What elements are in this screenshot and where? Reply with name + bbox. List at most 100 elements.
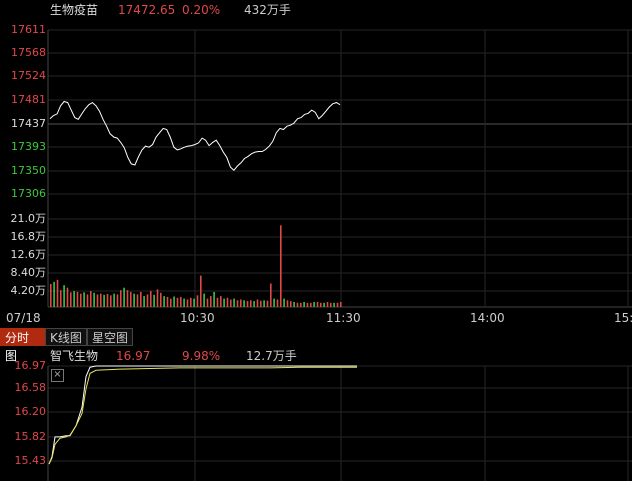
volume-bar [190,297,192,307]
volume-bar [233,298,235,307]
volume-bar [123,287,125,307]
volume-bar [73,291,75,307]
volume-bar [96,294,99,307]
volume-bar [56,279,59,307]
volume-bar [186,299,189,307]
volume-bar [136,294,139,307]
volume-bar [216,297,219,307]
volume-bar [323,302,325,307]
volume-bar [213,291,215,307]
series-line [48,365,357,465]
price-tick-label: 17481 [11,93,46,106]
price-tick-label: 17350 [11,164,46,177]
chart1-change-pct: 0.20% [182,3,221,17]
tab-starmap[interactable]: 星空图 [87,328,133,346]
volume-bar [90,291,92,307]
volume-bar [260,300,262,307]
volume-bar [200,275,202,307]
close-icon[interactable]: × [51,369,64,382]
volume-bar [93,292,95,307]
volume-bar [270,283,272,307]
volume-bar [66,287,69,307]
volume-bar [173,296,175,307]
volume-bar [80,293,82,307]
volume-bar [286,300,289,307]
volume-tick-label: 4.20万 [10,284,47,297]
volume-bar [196,295,199,307]
price-tick-label: 17393 [11,140,46,153]
volume-bar [120,290,122,307]
series-line [48,366,357,465]
volume-bar [53,281,55,307]
volume-bar [246,301,249,307]
time-tick-label: 14:00 [470,311,505,325]
volume-bar [290,301,292,307]
volume-bar [193,298,195,307]
chart2-price: 16.97 [116,349,151,363]
tab-intraday[interactable]: 分时图 [0,328,45,363]
volume-bar [70,292,72,307]
volume-bar [203,293,205,307]
chart2-intraday-chart[interactable] [0,346,632,481]
volume-bar [303,302,305,307]
volume-bar [210,296,212,307]
time-tick-label: 15: [614,311,632,325]
volume-bar [223,298,225,307]
tab-kline[interactable]: K线图 [45,328,87,346]
price-tick-label: 15.82 [14,430,47,443]
volume-bar [226,297,229,307]
time-tick-label: 10:30 [180,311,215,325]
chart1-header: 生物疫苗 17472.65 0.20% 432万手 [0,0,632,20]
volume-bar [100,293,102,307]
volume-bar [106,294,109,307]
volume-bar [256,299,259,307]
chart2-volume: 12.7万手 [246,349,297,363]
price-tick-label: 17437 [11,117,46,130]
volume-bar [333,302,335,307]
volume-bar [160,292,162,307]
volume-bar [220,296,222,307]
chart2-header: 智飞生物 16.97 9.98% 12.7万手 [0,346,632,366]
volume-bar [266,300,269,307]
volume-bar [283,298,285,307]
volume-bar [250,300,252,307]
volume-bar [236,300,239,307]
series-line [49,100,341,172]
volume-bar [320,302,322,307]
price-tick-label: 15.43 [14,454,47,467]
volume-bar [310,302,312,307]
volume-bar [153,294,155,307]
volume-bar [76,291,79,307]
volume-bar [263,300,265,307]
volume-bar [86,294,89,307]
volume-bar [276,299,279,307]
volume-bar [50,284,52,307]
volume-bar [243,300,245,307]
volume-bar [280,225,282,307]
volume-bar [326,302,329,307]
volume-tick-label: 21.0万 [10,212,47,225]
volume-bar [296,302,299,307]
volume-bar [170,298,172,307]
volume-bar [113,293,115,307]
price-tick-label: 16.97 [14,359,47,372]
volume-bar [306,302,309,307]
volume-bar [103,294,105,307]
volume-bar [313,302,315,307]
volume-bar [336,302,339,307]
volume-bar [146,294,149,307]
chart1-volume: 432万手 [244,3,291,17]
volume-bar [126,290,129,307]
volume-bar [316,302,319,307]
price-tick-label: 17524 [11,69,46,82]
time-tick-label: 11:30 [326,311,361,325]
volume-bar [206,298,209,307]
volume-bar [60,290,62,307]
chart1-name: 生物疫苗 [50,3,99,17]
volume-bar [300,302,302,307]
volume-bar [83,292,85,307]
volume-bar [133,293,135,307]
volume-bar [253,301,255,307]
chart1-price: 17472.65 [118,3,176,17]
chart1-intraday-chart[interactable] [0,0,632,330]
